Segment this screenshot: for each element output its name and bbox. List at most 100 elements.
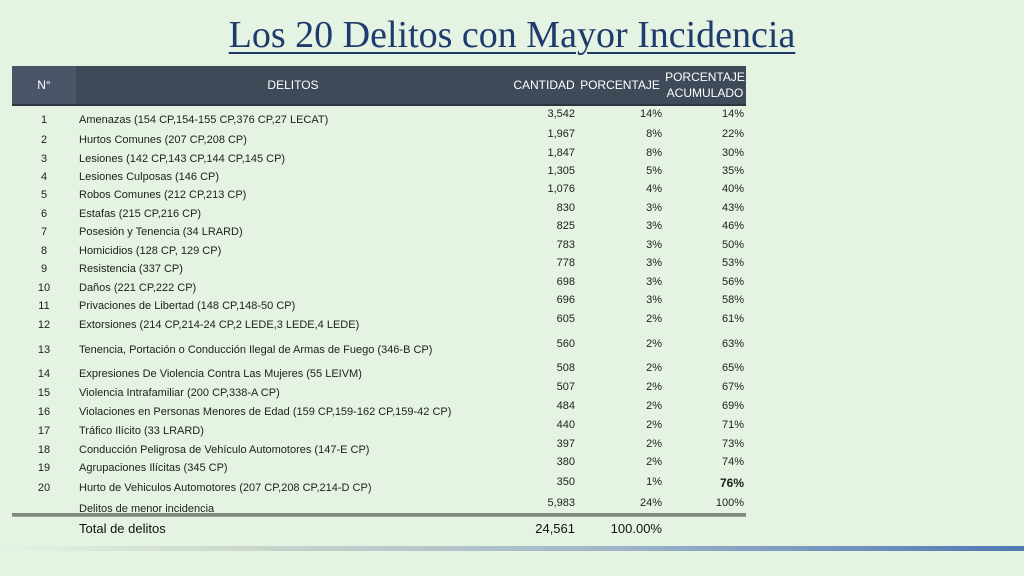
row-porcentaje: 2% <box>646 400 662 412</box>
row-cantidad: 397 <box>556 438 575 450</box>
table-row: 2 Hurtos Comunes (207 CP,208 CP) 1,967 8% 22… <box>12 128 746 148</box>
row-porcentaje: 3% <box>646 202 662 214</box>
row-porcentaje: 3% <box>646 276 662 288</box>
row-porcentaje: 2% <box>646 338 662 350</box>
row-delito: Violaciones en Personas Menores de Edad … <box>79 406 452 418</box>
row-number: 20 <box>37 482 51 494</box>
table-row: 17 Tráfico Ilícito (33 LRARD) 440 2% 71% <box>12 419 746 439</box>
row-delito: Resistencia (337 CP) <box>79 263 183 275</box>
row-cantidad: 440 <box>556 419 575 431</box>
row-porcentaje: 4% <box>646 183 662 195</box>
header-porcentaje: PORCENTAJE <box>580 78 660 92</box>
table-header: N° DELITOS CANTIDAD PORCENTAJE PORCENTAJ… <box>12 66 746 106</box>
row-acumulado: 53% <box>721 257 744 269</box>
row-delito: Agrupaciones Ilícitas (345 CP) <box>79 462 228 474</box>
table-row: 5 Robos Comunes (212 CP,213 CP) 1,076 4% 40% <box>12 183 746 203</box>
row-number: 7 <box>40 226 48 238</box>
footer-bar <box>0 546 1024 551</box>
row-acumulado: 14% <box>721 108 744 120</box>
row-cantidad: 1,967 <box>547 128 575 140</box>
row-cantidad: 1,076 <box>547 183 575 195</box>
row-porcentaje: 2% <box>646 438 662 450</box>
row-porcentaje: 3% <box>646 294 662 306</box>
row-delito: Tenencia, Portación o Conducción Ilegal … <box>79 344 433 356</box>
row-acumulado: 76% <box>719 476 744 490</box>
row-number: 8 <box>40 245 48 257</box>
table-row: 12 Extorsiones (214 CP,214-24 CP,2 LEDE,3… <box>12 313 746 333</box>
row-acumulado: 22% <box>721 128 744 140</box>
row-number: 11 <box>38 300 50 312</box>
table-row: 19 Agrupaciones Ilícitas (345 CP) 380 2% 74% <box>12 456 746 476</box>
row-porcentaje: 3% <box>646 220 662 232</box>
row-number: 12 <box>37 319 51 331</box>
row-delito: Expresiones De Violencia Contra Las Muje… <box>79 368 362 380</box>
row-cantidad: 830 <box>556 202 575 214</box>
header-number: N° <box>12 66 76 104</box>
row-acumulado: 35% <box>721 165 744 177</box>
table-row: 7 Posesión y Tenencia (34 LRARD) 825 3% 46% <box>12 220 746 240</box>
table-row: 13 Tenencia, Portación o Conducción Ilega… <box>12 338 746 358</box>
row-acumulado: 56% <box>721 276 744 288</box>
row-acumulado: 50% <box>721 239 744 251</box>
row-delito: Violencia Intrafamiliar (200 CP,338-A CP… <box>79 387 280 399</box>
total-divider <box>12 513 746 517</box>
row-porcentaje: 24% <box>639 497 662 509</box>
row-number: 18 <box>37 444 51 456</box>
row-acumulado: 58% <box>721 294 744 306</box>
row-delito: Estafas (215 CP,216 CP) <box>79 208 202 220</box>
row-cantidad: 698 <box>556 276 575 288</box>
row-number: 6 <box>40 208 48 220</box>
row-porcentaje: 2% <box>646 419 662 431</box>
table-row: 9 Resistencia (337 CP) 778 3% 53% <box>12 257 746 277</box>
table-row: 10 Daños (221 CP,222 CP) 698 3% 56% <box>12 276 746 296</box>
table-row: 14 Expresiones De Violencia Contra Las Mu… <box>12 362 746 382</box>
row-cantidad: 696 <box>556 294 575 306</box>
row-delito: Daños (221 CP,222 CP) <box>79 282 197 294</box>
page-title: Los 20 Delitos con Mayor Incidencia <box>228 14 796 56</box>
header-acumulado: PORCENTAJE ACUMULADO <box>665 70 745 100</box>
row-cantidad: 3,542 <box>547 108 575 120</box>
row-porcentaje: 8% <box>646 128 662 140</box>
row-number: 5 <box>40 189 48 201</box>
table-row: 18 Conducción Peligrosa de Vehículo Autom… <box>12 438 746 458</box>
row-porcentaje: 2% <box>646 362 662 374</box>
row-cantidad: 1,305 <box>547 165 575 177</box>
row-delito: Posesión y Tenencia (34 LRARD) <box>79 226 243 238</box>
row-number: 9 <box>40 263 48 275</box>
row-delito: Homicidios (128 CP, 129 CP) <box>79 245 222 257</box>
table-row: 11 Privaciones de Libertad (148 CP,148-50… <box>12 294 746 314</box>
row-cantidad: 508 <box>556 362 575 374</box>
row-cantidad: 560 <box>556 338 575 350</box>
row-acumulado: 40% <box>721 183 744 195</box>
row-delito: Hurto de Vehiculos Automotores (207 CP,2… <box>79 482 372 494</box>
table-row: 8 Homicidios (128 CP, 129 CP) 783 3% 50% <box>12 239 746 259</box>
row-number: 13 <box>37 344 51 356</box>
row-acumulado: 61% <box>721 313 744 325</box>
row-number: 19 <box>37 462 51 474</box>
row-cantidad: 380 <box>556 456 575 468</box>
row-cantidad: 507 <box>556 381 575 393</box>
row-delito: Tráfico Ilícito (33 LRARD) <box>79 425 204 437</box>
row-porcentaje: 1% <box>646 476 662 488</box>
row-number: 15 <box>37 387 51 399</box>
row-number: 1 <box>40 114 48 126</box>
row-cantidad: 5,983 <box>547 497 575 509</box>
row-delito: Hurtos Comunes (207 CP,208 CP) <box>79 134 247 146</box>
row-acumulado: 63% <box>721 338 744 350</box>
table-row: Delitos de menor incidencia 5,983 24% 100% <box>12 497 746 517</box>
row-delito: Delitos de menor incidencia <box>79 503 215 515</box>
row-delito: Robos Comunes (212 CP,213 CP) <box>79 189 247 201</box>
row-acumulado: 65% <box>721 362 744 374</box>
row-acumulado: 71% <box>721 419 744 431</box>
row-number: 14 <box>37 368 51 380</box>
header-delitos: DELITOS <box>267 78 319 92</box>
total-cantidad: 24,561 <box>535 521 575 536</box>
row-acumulado: 30% <box>721 147 744 159</box>
row-cantidad: 778 <box>556 257 575 269</box>
row-acumulado: 43% <box>721 202 744 214</box>
row-acumulado: 73% <box>721 438 744 450</box>
row-number: 2 <box>40 134 48 146</box>
row-porcentaje: 2% <box>646 313 662 325</box>
table-row: 4 Lesiones Culposas (146 CP) 1,305 5% 35% <box>12 165 746 185</box>
table-row: 3 Lesiones (142 CP,143 CP,144 CP,145 CP) 1… <box>12 147 746 167</box>
